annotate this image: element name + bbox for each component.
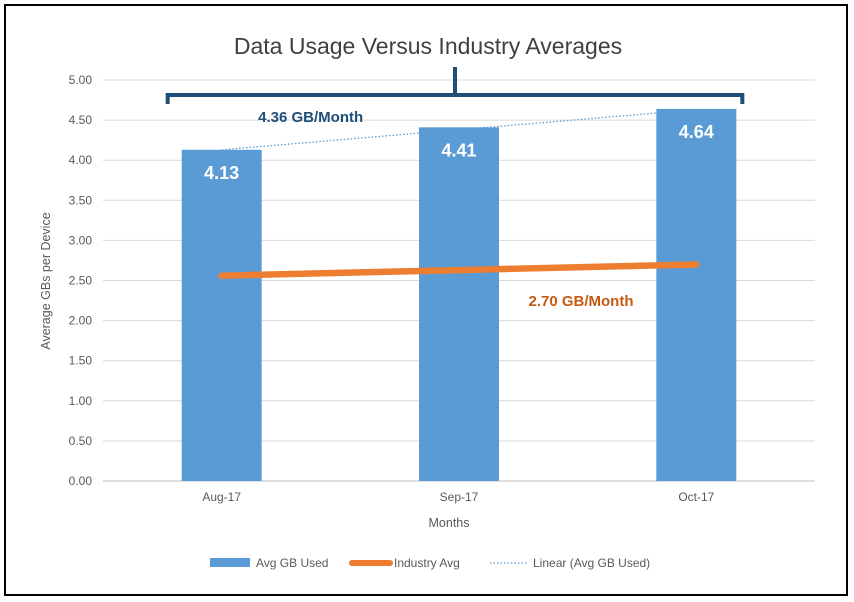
- y-axis-title: Average GBs per Device: [39, 212, 53, 349]
- legend: Avg GB Used Industry Avg Linear (Avg GB Us…: [210, 556, 650, 570]
- bar: [419, 127, 499, 482]
- industry-avg-line: [218, 261, 700, 279]
- x-axis-title: Months: [429, 516, 470, 530]
- y-tick-label: 1.50: [69, 354, 93, 368]
- chart-title: Data Usage Versus Industry Averages: [234, 33, 622, 59]
- y-tick-label: 3.00: [69, 233, 93, 247]
- legend-label: Linear (Avg GB Used): [533, 556, 650, 570]
- legend-label: Avg GB Used: [256, 556, 328, 570]
- y-tick-label: 4.00: [69, 153, 93, 167]
- x-tick-labels: Aug-17 Sep-17 Oct-17: [202, 490, 714, 504]
- bars: [181, 108, 737, 482]
- annotations: 4.36 GB/Month 2.70 GB/Month: [258, 109, 633, 310]
- bar: [181, 149, 262, 482]
- y-tick-label: 0.50: [69, 434, 93, 448]
- trendline-path: [221, 109, 697, 151]
- x-tick-label: Oct-17: [678, 490, 714, 504]
- y-tick-label: 2.50: [69, 274, 93, 288]
- trendline: [221, 109, 697, 151]
- y-tick-label: 3.50: [69, 193, 93, 207]
- industry-annotation: 2.70 GB/Month: [528, 293, 633, 310]
- bar-data-label: 4.13: [204, 163, 239, 183]
- y-tick-label: 0.00: [69, 474, 93, 488]
- avg-annotation: 4.36 GB/Month: [258, 109, 363, 126]
- brace: [165, 67, 745, 104]
- y-tick-label: 4.50: [69, 113, 93, 127]
- bar: [656, 108, 737, 481]
- bar-data-labels: 4.13 4.41 4.64: [204, 122, 714, 183]
- x-tick-label: Sep-17: [440, 490, 479, 504]
- industry-line: [218, 261, 700, 279]
- legend-label: Industry Avg: [394, 556, 460, 570]
- bar-data-label: 4.41: [441, 140, 476, 160]
- y-tick-label: 1.00: [69, 394, 93, 408]
- bar-data-label: 4.64: [679, 122, 714, 142]
- y-tick-label: 2.00: [69, 314, 93, 328]
- y-tick-labels: 0.00 0.50 1.00 1.50 2.00 2.50 3.00 3.50 4.00 4.50…: [69, 73, 93, 488]
- legend-swatch-bar: [210, 558, 250, 567]
- x-tick-label: Aug-17: [202, 490, 241, 504]
- y-tick-label: 5.00: [69, 73, 93, 87]
- brace-path: [165, 67, 745, 104]
